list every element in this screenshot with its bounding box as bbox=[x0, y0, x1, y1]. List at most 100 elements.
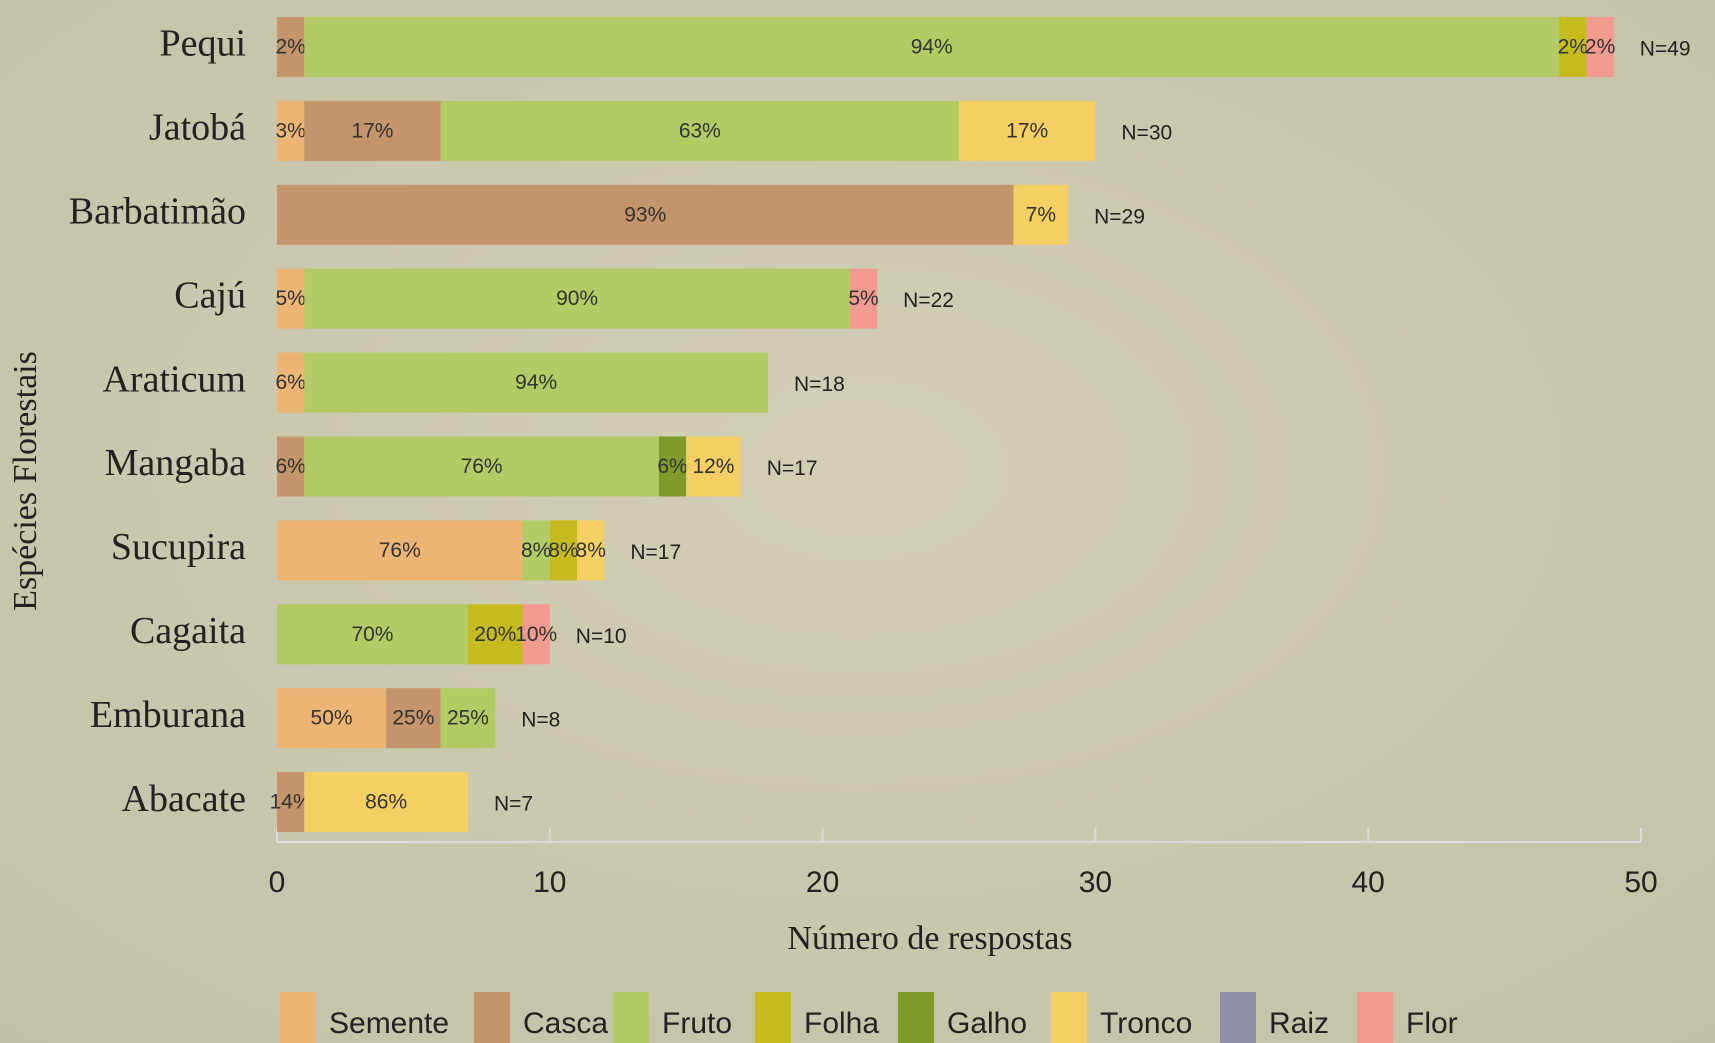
bar-segment bbox=[686, 436, 741, 497]
bar-segment bbox=[577, 520, 605, 581]
bar-segment bbox=[1013, 184, 1069, 245]
bar-segment bbox=[277, 772, 305, 833]
x-tick-label: 40 bbox=[1352, 866, 1385, 899]
legend-label: Flor bbox=[1406, 1007, 1458, 1040]
category-label: Sucupira bbox=[111, 526, 246, 568]
x-tick-label: 20 bbox=[806, 866, 839, 899]
legend-swatch bbox=[613, 992, 649, 1043]
value-label: 2% bbox=[275, 36, 305, 59]
value-label: 5% bbox=[848, 287, 878, 310]
legend-label: Raiz bbox=[1269, 1007, 1329, 1040]
bar-segment bbox=[1586, 17, 1614, 77]
legend-swatch bbox=[474, 992, 510, 1043]
total-label: N=7 bbox=[494, 793, 533, 816]
total-label: N=49 bbox=[1640, 38, 1691, 61]
value-label: 25% bbox=[447, 707, 489, 730]
value-label: 50% bbox=[311, 707, 353, 730]
category-label: Emburana bbox=[90, 694, 246, 736]
value-label: 93% bbox=[624, 203, 666, 226]
legend-swatch bbox=[280, 992, 316, 1043]
category-label: Cagaita bbox=[130, 610, 246, 652]
x-tick-label: 30 bbox=[1079, 866, 1112, 899]
y-axis-label: Espécies Florestais bbox=[7, 351, 44, 611]
legend-label: Tronco bbox=[1100, 1007, 1192, 1040]
legend-label: Folha bbox=[804, 1007, 879, 1040]
value-label: 94% bbox=[911, 36, 953, 59]
total-label: N=17 bbox=[767, 457, 818, 480]
bar-segment bbox=[1559, 17, 1587, 77]
bar-segment bbox=[304, 268, 850, 329]
bar-segment bbox=[386, 688, 441, 749]
total-label: N=22 bbox=[903, 289, 954, 312]
legend-label: Casca bbox=[523, 1007, 608, 1040]
x-tick-label: 50 bbox=[1624, 866, 1657, 899]
bar-segment bbox=[277, 604, 468, 665]
value-label: 2% bbox=[1558, 36, 1588, 59]
value-label: 90% bbox=[556, 287, 598, 310]
category-label: Abacate bbox=[122, 778, 246, 820]
bar-segment bbox=[277, 352, 305, 413]
bar-segment bbox=[277, 17, 305, 77]
x-tick-label: 0 bbox=[269, 866, 286, 899]
legend-swatch bbox=[898, 992, 934, 1043]
legend-label: Fruto bbox=[662, 1007, 732, 1040]
bar-segment bbox=[467, 604, 523, 665]
value-label: 94% bbox=[515, 371, 557, 394]
category-label: Cajú bbox=[174, 274, 246, 316]
bar-segment bbox=[277, 268, 305, 329]
bar-segment bbox=[658, 436, 687, 497]
total-label: N=29 bbox=[1094, 205, 1145, 228]
category-label: Barbatimão bbox=[69, 191, 246, 233]
bar-segment bbox=[277, 520, 523, 581]
value-label: 3% bbox=[275, 119, 305, 142]
x-tick-label: 10 bbox=[533, 866, 566, 899]
total-label: N=8 bbox=[521, 709, 560, 732]
bar-segment bbox=[304, 17, 1560, 77]
bar-segment bbox=[522, 520, 550, 581]
total-label: N=18 bbox=[794, 373, 845, 396]
value-label: 17% bbox=[1006, 119, 1048, 142]
bar-segment bbox=[304, 772, 468, 833]
value-label: 10% bbox=[515, 623, 557, 646]
value-label: 5% bbox=[275, 287, 305, 310]
bar-segment bbox=[277, 688, 387, 749]
category-label: Araticum bbox=[102, 358, 246, 400]
value-label: 6% bbox=[275, 371, 305, 394]
value-label: 6% bbox=[657, 455, 687, 478]
value-label: 63% bbox=[679, 119, 721, 142]
total-label: N=30 bbox=[1121, 121, 1172, 144]
value-label: 76% bbox=[379, 539, 421, 562]
value-label: 8% bbox=[576, 539, 606, 562]
value-label: 20% bbox=[474, 623, 516, 646]
total-label: N=17 bbox=[630, 541, 681, 564]
bar-segment bbox=[277, 100, 305, 161]
value-label: 70% bbox=[351, 623, 393, 646]
bar-segment bbox=[277, 436, 305, 497]
value-label: 76% bbox=[461, 455, 503, 478]
value-label: 17% bbox=[351, 119, 393, 142]
bar-segment bbox=[440, 100, 959, 161]
legend-label: Galho bbox=[947, 1007, 1027, 1040]
bar-segment bbox=[277, 184, 1014, 245]
value-label: 25% bbox=[392, 707, 434, 730]
bar-segment bbox=[304, 352, 769, 413]
value-label: 86% bbox=[365, 791, 407, 814]
legend-swatch bbox=[755, 992, 791, 1043]
value-label: 8% bbox=[521, 539, 551, 562]
bar-segment bbox=[304, 100, 441, 161]
legend-swatch bbox=[1357, 992, 1393, 1043]
legend-label: Semente bbox=[329, 1007, 449, 1040]
bar-segment bbox=[440, 688, 496, 749]
value-label: 12% bbox=[692, 455, 734, 478]
category-label: Pequi bbox=[159, 23, 246, 65]
bar-segment bbox=[522, 604, 550, 665]
bar-segment bbox=[304, 436, 659, 497]
value-label: 14% bbox=[270, 791, 312, 814]
value-label: 6% bbox=[275, 455, 305, 478]
total-label: N=10 bbox=[576, 625, 627, 648]
x-axis-label: Número de respostas bbox=[787, 920, 1072, 957]
legend-swatch bbox=[1051, 992, 1087, 1043]
bar-segment bbox=[549, 520, 578, 581]
